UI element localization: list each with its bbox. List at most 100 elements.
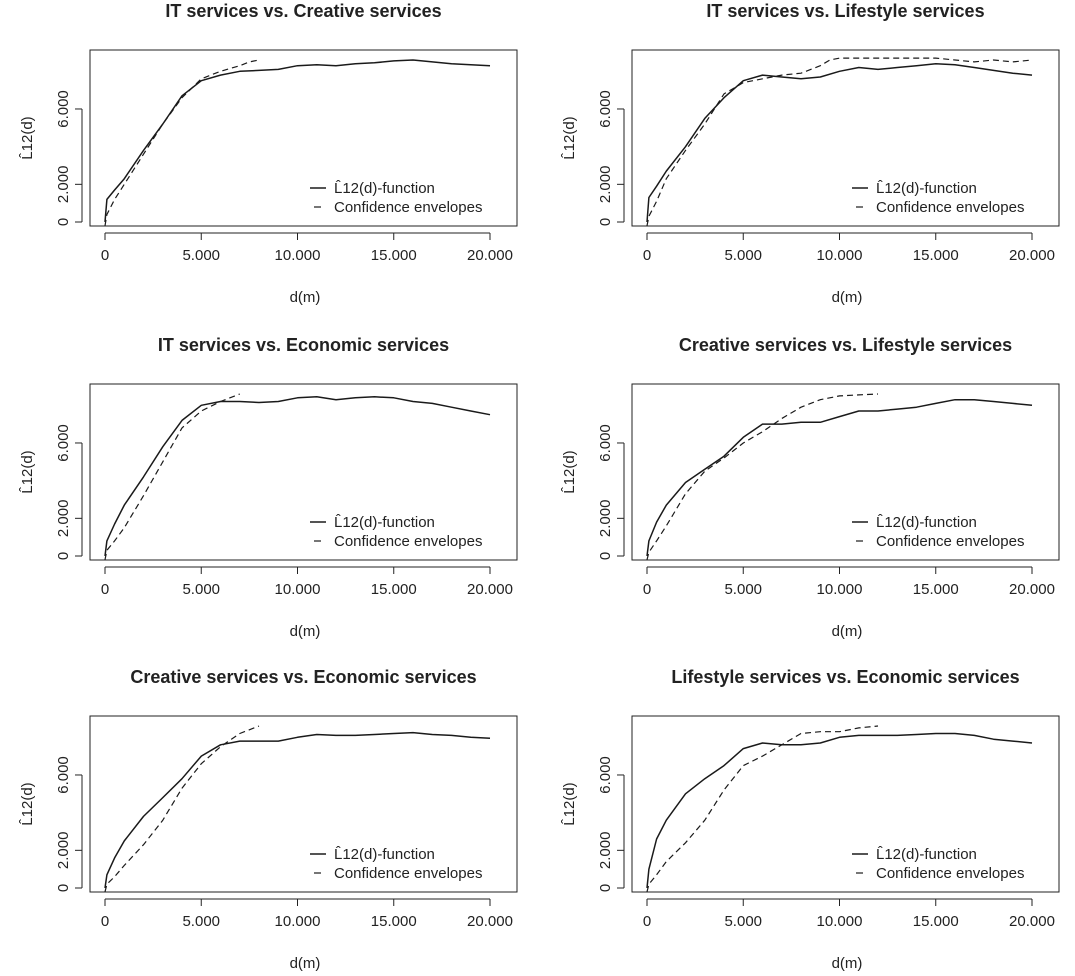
x-tick-label: 10.000 (275, 247, 321, 264)
legend: L̂12(d)-function Confidence envelopes (310, 514, 482, 550)
y-tick-label: 2.000 (55, 500, 72, 538)
x-axis-label: d(m) (832, 623, 863, 640)
x-tick-label: 20.000 (1009, 913, 1055, 930)
panel-1: IT services vs. Creative services 0 5.000 1… (19, 1, 518, 306)
y-tick-label: 2.000 (55, 832, 72, 870)
legend-label: Confidence envelopes (876, 533, 1024, 550)
chart-title: IT services vs. Economic services (158, 335, 449, 355)
x-tick-label: 0 (643, 913, 651, 930)
chart-title: Creative services vs. Lifestyle services (679, 335, 1012, 355)
x-tick-label: 15.000 (371, 247, 417, 264)
l12-function-line (646, 732, 1033, 889)
l12-function-line (646, 63, 1033, 223)
panel-2: IT services vs. Lifestyle services 0 5.000… (561, 1, 1060, 306)
y-tick-label: 2.000 (597, 166, 614, 204)
y-tick-label: 6.000 (55, 90, 72, 128)
y-axis-label: L̂12(d) (19, 450, 36, 493)
x-tick-label: 5.000 (724, 247, 762, 264)
legend-label: Confidence envelopes (334, 865, 482, 882)
y-tick-label: 0 (597, 552, 614, 560)
plot-frame (89, 715, 518, 893)
legend-label: L̂12(d)-function (334, 846, 435, 863)
y-axis-label: L̂12(d) (561, 116, 578, 159)
legend-label: L̂12(d)-function (876, 514, 977, 531)
legend: L̂12(d)-function Confidence envelopes (310, 846, 482, 882)
y-tick-label: 6.000 (55, 424, 72, 462)
y-tick-label: 0 (597, 218, 614, 226)
legend-label: Confidence envelopes (334, 199, 482, 216)
x-tick-label: 15.000 (371, 581, 417, 598)
x-tick-label: 0 (643, 581, 651, 598)
x-axis-label: d(m) (290, 955, 321, 972)
confidence-envelope-line (104, 725, 260, 892)
y-axis-label: L̂12(d) (561, 450, 578, 493)
chart-title: Lifestyle services vs. Economic services (671, 667, 1019, 687)
plot-frame (89, 49, 518, 227)
confidence-envelope-line (646, 393, 879, 560)
l12-function-line (104, 59, 491, 223)
x-tick-label: 10.000 (275, 913, 321, 930)
legend: L̂12(d)-function Confidence envelopes (852, 180, 1024, 216)
legend-label: L̂12(d)-function (334, 180, 435, 197)
x-tick-label: 20.000 (467, 247, 513, 264)
legend-label: L̂12(d)-function (334, 514, 435, 531)
x-tick-label: 15.000 (913, 581, 959, 598)
y-axis-label: L̂12(d) (19, 782, 36, 825)
legend-label: L̂12(d)-function (876, 180, 977, 197)
x-axis-label: d(m) (832, 289, 863, 306)
x-axis-label: d(m) (832, 955, 863, 972)
y-axis-label: L̂12(d) (19, 116, 36, 159)
l12-function-line (646, 398, 1033, 557)
legend: L̂12(d)-function Confidence envelopes (310, 180, 482, 216)
x-tick-label: 5.000 (182, 247, 220, 264)
x-tick-label: 5.000 (724, 913, 762, 930)
y-tick-label: 0 (597, 884, 614, 892)
y-tick-label: 6.000 (597, 424, 614, 462)
x-tick-label: 10.000 (275, 581, 321, 598)
x-tick-label: 20.000 (467, 581, 513, 598)
panel-6: Lifestyle services vs. Economic services… (561, 667, 1060, 972)
plot-frame (631, 715, 1060, 893)
x-axis-label: d(m) (290, 623, 321, 640)
x-tick-label: 10.000 (817, 581, 863, 598)
legend-label: L̂12(d)-function (876, 846, 977, 863)
y-tick-label: 0 (55, 552, 72, 560)
legend-label: Confidence envelopes (876, 199, 1024, 216)
y-tick-label: 6.000 (55, 756, 72, 794)
y-tick-label: 0 (55, 884, 72, 892)
y-tick-label: 6.000 (597, 90, 614, 128)
x-tick-label: 20.000 (1009, 581, 1055, 598)
y-tick-label: 2.000 (55, 166, 72, 204)
confidence-envelope-line (104, 393, 241, 560)
x-tick-label: 10.000 (817, 247, 863, 264)
confidence-envelope-line (646, 725, 879, 892)
y-tick-label: 0 (55, 218, 72, 226)
y-tick-label: 2.000 (597, 832, 614, 870)
x-tick-label: 5.000 (182, 581, 220, 598)
x-tick-label: 15.000 (371, 913, 417, 930)
legend-label: Confidence envelopes (876, 865, 1024, 882)
x-tick-label: 15.000 (913, 913, 959, 930)
y-axis-label: L̂12(d) (561, 782, 578, 825)
x-tick-label: 0 (101, 913, 109, 930)
panel-3: IT services vs. Economic services 0 5.000 1… (19, 335, 518, 640)
chart-title: IT services vs. Lifestyle services (706, 1, 984, 21)
legend: L̂12(d)-function Confidence envelopes (852, 514, 1024, 550)
x-tick-label: 10.000 (817, 913, 863, 930)
plot-frame (631, 49, 1060, 227)
legend: L̂12(d)-function Confidence envelopes (852, 846, 1024, 882)
l12-function-line (104, 396, 491, 557)
x-tick-label: 5.000 (724, 581, 762, 598)
x-tick-label: 15.000 (913, 247, 959, 264)
panel-4: Creative services vs. Lifestyle services… (561, 335, 1060, 640)
plot-frame (89, 383, 518, 561)
x-tick-label: 0 (643, 247, 651, 264)
x-axis-label: d(m) (290, 289, 321, 306)
chart-title: IT services vs. Creative services (165, 1, 441, 21)
y-tick-label: 6.000 (597, 756, 614, 794)
legend-label: Confidence envelopes (334, 533, 482, 550)
plot-frame (631, 383, 1060, 561)
x-tick-label: 20.000 (1009, 247, 1055, 264)
x-tick-label: 0 (101, 581, 109, 598)
